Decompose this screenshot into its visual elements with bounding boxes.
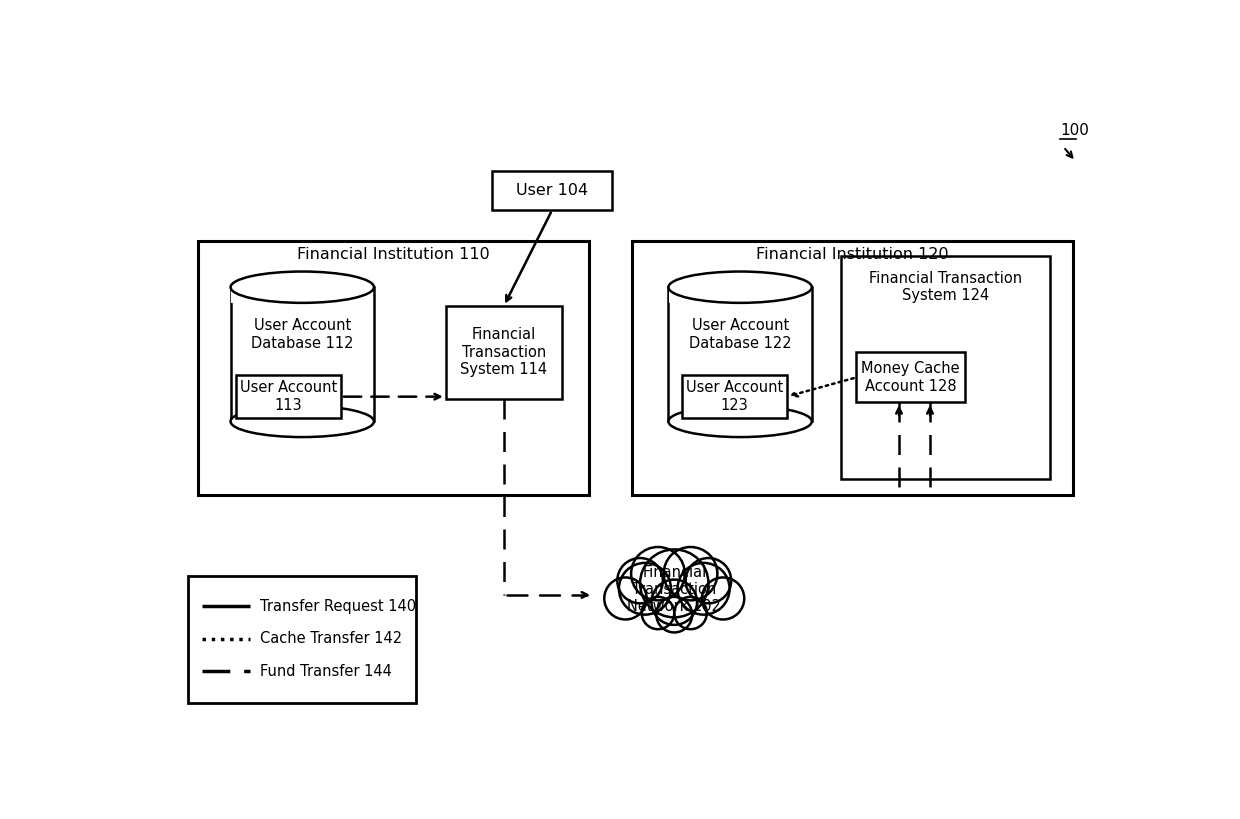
Bar	[492, 171, 613, 210]
Bar	[231, 287, 373, 303]
Ellipse shape	[668, 272, 812, 303]
Circle shape	[675, 597, 707, 629]
Bar	[668, 287, 812, 422]
Text: Financial
Transaction
Network 102: Financial Transaction Network 102	[627, 564, 722, 614]
Bar	[197, 241, 589, 495]
Circle shape	[656, 597, 692, 632]
Circle shape	[642, 597, 675, 629]
Bar	[445, 306, 562, 399]
Ellipse shape	[668, 405, 812, 437]
Circle shape	[631, 547, 684, 600]
Text: User Account
113: User Account 113	[241, 381, 337, 413]
Text: User 104: User 104	[516, 183, 588, 198]
Circle shape	[619, 563, 671, 614]
Circle shape	[618, 558, 663, 604]
Text: Cache Transfer 142: Cache Transfer 142	[260, 631, 403, 646]
Bar	[187, 576, 417, 703]
Text: User Account
Database 122: User Account Database 122	[688, 319, 791, 351]
Text: Financial Institution 120: Financial Institution 120	[756, 247, 949, 262]
Text: User Account
123: User Account 123	[686, 381, 782, 413]
Text: User Account
Database 112: User Account Database 112	[250, 319, 353, 351]
Bar	[237, 375, 341, 418]
Text: Financial Transaction
System 124: Financial Transaction System 124	[869, 271, 1022, 303]
Bar	[631, 241, 1074, 495]
Text: Transfer Request 140: Transfer Request 140	[260, 599, 417, 614]
Circle shape	[651, 580, 697, 625]
Circle shape	[702, 577, 744, 619]
Circle shape	[663, 547, 718, 600]
Bar	[670, 287, 811, 303]
Text: Money Cache
Account 128: Money Cache Account 128	[862, 361, 960, 394]
Ellipse shape	[231, 405, 374, 437]
Bar	[841, 256, 1050, 479]
Circle shape	[686, 558, 732, 604]
Bar	[857, 352, 965, 402]
Text: Financial
Transaction
System 114: Financial Transaction System 114	[460, 328, 547, 378]
Circle shape	[640, 550, 708, 618]
Text: Financial Institution 110: Financial Institution 110	[296, 247, 490, 262]
Bar	[231, 287, 374, 422]
Bar	[682, 375, 786, 418]
Circle shape	[677, 563, 729, 614]
Ellipse shape	[231, 272, 374, 303]
Circle shape	[604, 577, 646, 619]
Text: Fund Transfer 144: Fund Transfer 144	[260, 663, 392, 679]
Text: 100: 100	[1060, 123, 1089, 138]
